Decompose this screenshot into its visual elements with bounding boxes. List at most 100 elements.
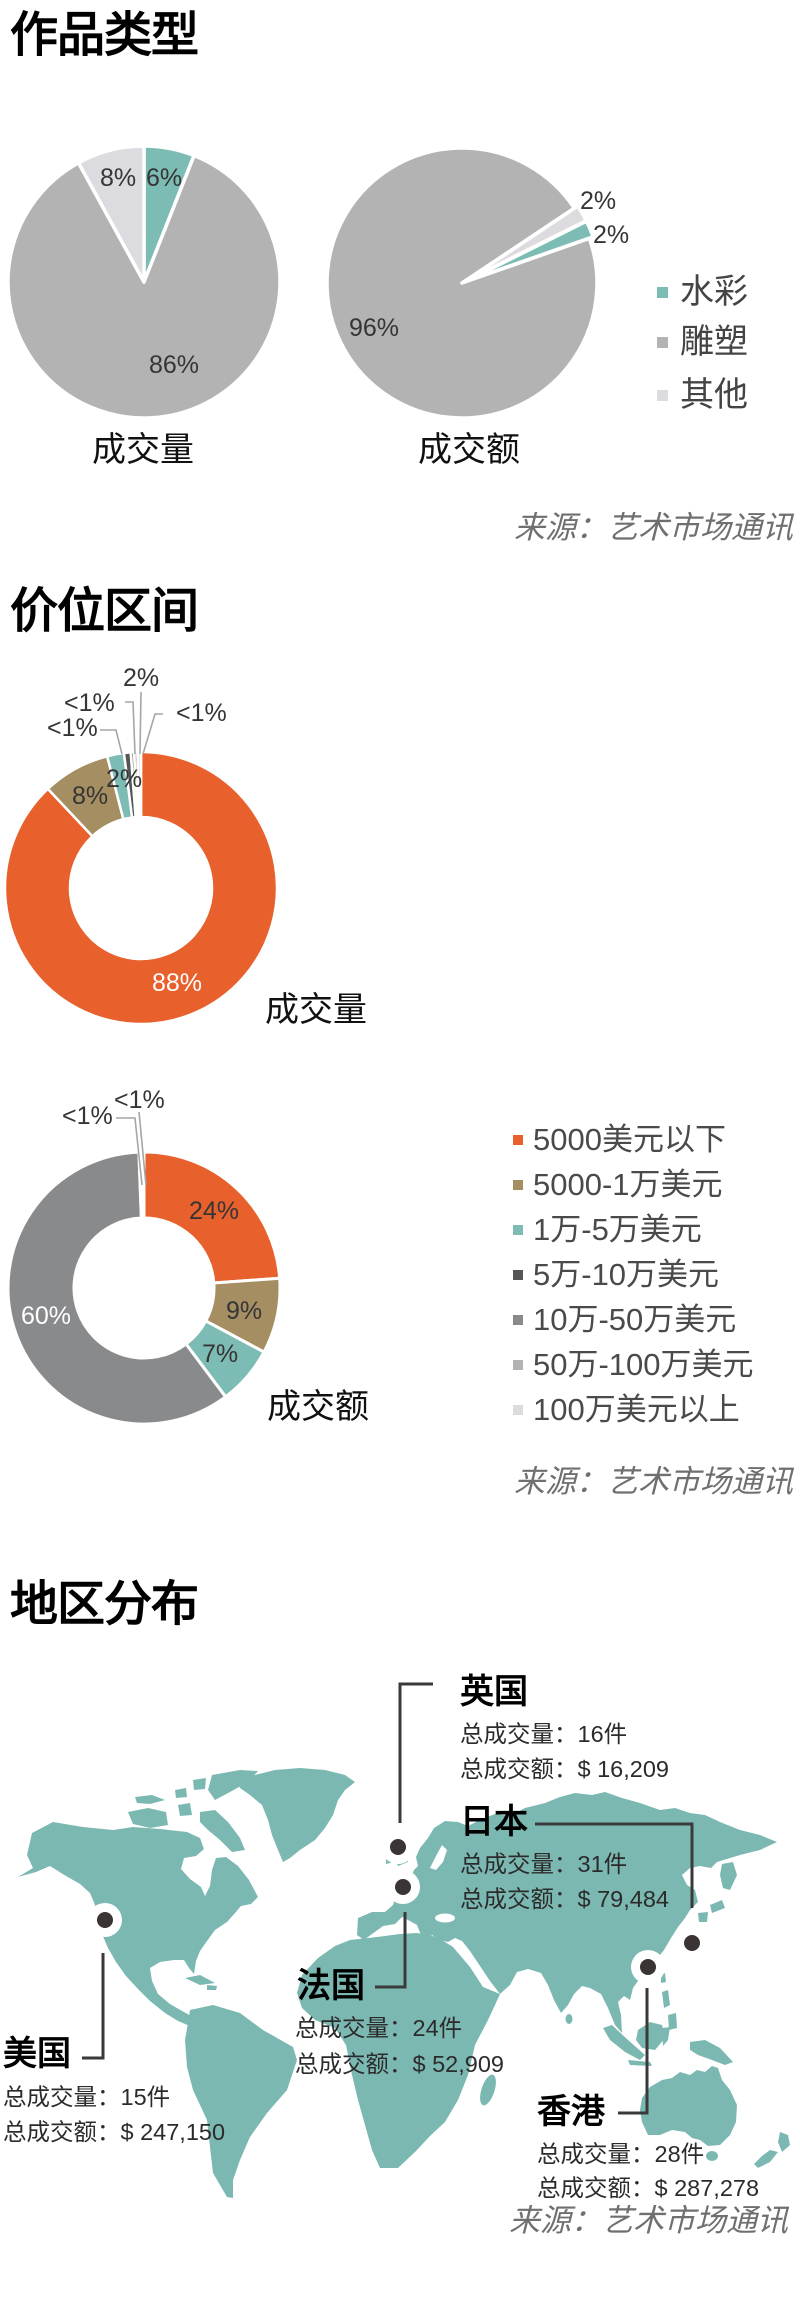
location-name: 香港	[537, 2093, 605, 2131]
legend-item-5000-10k: 5000-1万美元	[513, 1169, 723, 1200]
legend-swatch	[513, 1314, 523, 1325]
location-value: 总成交额：$ 16,209	[460, 1756, 669, 1782]
leader-line	[116, 1117, 143, 1186]
black-sea-shape	[435, 1913, 455, 1923]
north-america-shape	[18, 1822, 258, 2026]
source-note-price-range: 来源：艺术市场通讯	[514, 1464, 793, 1499]
legend-swatch	[513, 1269, 523, 1280]
donut-label-over-1m-volume: <1%	[176, 699, 227, 727]
legend-swatch	[657, 286, 668, 298]
location-name: 英国	[460, 1673, 528, 1711]
legend-label: 其他	[680, 376, 748, 414]
pie-label-sculpture-volume: 86%	[149, 351, 200, 379]
donut-label-100k-500k-volume: <1%	[64, 689, 115, 717]
legend-swatch	[513, 1179, 523, 1190]
legend-swatch	[657, 336, 668, 348]
location-name: 美国	[3, 2035, 71, 2073]
location-volume: 总成交量：28件	[537, 2141, 705, 2167]
france-location-dot[interactable]	[395, 1879, 411, 1895]
location-volume: 总成交量：15件	[3, 2084, 171, 2110]
location-value: 总成交额：$ 52,909	[295, 2051, 504, 2077]
legend-item-watercolor: 水彩	[657, 275, 748, 309]
donut-label-10k-50k-value: 7%	[202, 1340, 239, 1368]
hongkong-location-dot[interactable]	[640, 1959, 656, 1975]
east-asia-islands-shape	[661, 1862, 737, 2030]
leader-line	[125, 701, 136, 755]
legend-label: 水彩	[680, 273, 748, 311]
usa-location-dot[interactable]	[97, 1912, 113, 1928]
arctic-islands-shape	[128, 1770, 258, 1852]
legend-item-10k-50k: 1万-5万美元	[513, 1214, 702, 1245]
legend-swatch	[513, 1404, 523, 1415]
donut-leader-lines	[100, 691, 163, 1186]
donut-label-100k-500k-value: 60%	[21, 1302, 72, 1330]
new-zealand-shape	[754, 2132, 790, 2168]
chart-slice	[6, 153, 282, 420]
donut-label-50k-100k-volume: <1%	[47, 714, 98, 742]
legend-label: 1万-5万美元	[533, 1212, 702, 1247]
section-title-price-range: 价位区间	[10, 585, 199, 638]
location-volume: 总成交量：24件	[295, 2015, 463, 2041]
uk-location-dot[interactable]	[390, 1839, 406, 1855]
pie-label-sculpture-value: 96%	[349, 314, 400, 342]
donut-caption-volume: 成交量	[265, 991, 367, 1029]
map-water-details	[430, 1845, 455, 1923]
sri-lanka-shape	[565, 2014, 573, 2024]
uk-leader-line	[398, 1682, 433, 1823]
donut-label-over-1m-value: <1%	[114, 1086, 165, 1114]
south-america-shape	[185, 2005, 297, 2198]
legend-item-other: 其他	[657, 378, 748, 412]
location-value: 总成交额：$ 247,150	[3, 2119, 226, 2145]
location-volume: 总成交量：31件	[460, 1851, 628, 1877]
section-title-region: 地区分布	[10, 1578, 199, 1631]
chart-slice	[6, 1150, 228, 1426]
source-note-artwork-type: 来源：艺术市场通讯	[514, 510, 793, 545]
legend-label: 10万-50万美元	[533, 1302, 737, 1337]
legend-label: 5000美元以下	[533, 1122, 726, 1157]
legend-label: 100万美元以上	[533, 1392, 740, 1427]
leader-line	[100, 729, 123, 755]
chart-slice	[325, 146, 599, 420]
france-leader-line	[375, 1912, 407, 1989]
source-note-region: 来源：艺术市场通讯	[509, 2203, 788, 2238]
leader-line	[138, 1111, 147, 1186]
legend-swatch	[513, 1359, 523, 1370]
legend-item-under-5000: 5000美元以下	[513, 1124, 726, 1155]
chart-slice	[76, 144, 146, 284]
pie-caption-value: 成交额	[418, 431, 520, 469]
donut-label-5000-10k-value: 9%	[226, 1297, 263, 1325]
legend-item-500k-1m: 50万-100万美元	[513, 1349, 754, 1380]
location-value: 总成交额：$ 287,278	[537, 2175, 760, 2201]
australia-shape	[640, 2066, 737, 2146]
pie-caption-volume: 成交量	[92, 431, 194, 469]
map-location-dots	[88, 1830, 706, 1984]
location-value: 总成交额：$ 79,484	[460, 1886, 669, 1912]
donut-label-under-5000-value: 24%	[189, 1197, 240, 1225]
legend-label: 50万-100万美元	[533, 1347, 754, 1382]
legend-item-50k-100k: 5万-10万美元	[513, 1259, 719, 1290]
chart-slice	[142, 1150, 282, 1285]
donut-chart-price-volume	[3, 750, 279, 1026]
eurasia-shape	[357, 1792, 777, 2033]
caribbean-islands-shape	[185, 1975, 217, 1990]
donut-chart-price-value	[6, 1150, 282, 1426]
chart-slice	[136, 750, 143, 819]
leader-line	[142, 713, 163, 755]
donut-caption-value: 成交额	[267, 1388, 369, 1426]
legend-item-100k-500k: 10万-50万美元	[513, 1304, 736, 1335]
world-map	[18, 1768, 790, 2198]
maritime-southeast-asia-shape	[603, 2022, 733, 2066]
greenland-shape	[237, 1768, 355, 1862]
location-volume: 总成交量：16件	[460, 1721, 628, 1747]
legend-item-sculpture: 雕塑	[657, 325, 748, 359]
legend-label: 5000-1万美元	[533, 1167, 723, 1202]
legend-swatch	[513, 1224, 523, 1235]
leader-line	[139, 691, 142, 755]
pie-label-watercolor-volume: 6%	[146, 164, 183, 192]
africa-shape	[297, 1933, 500, 2168]
location-name: 法国	[297, 1967, 365, 2005]
donut-label-under-5000-volume: 88%	[152, 969, 203, 997]
japan-location-dot[interactable]	[684, 1935, 700, 1951]
chart-slice	[463, 204, 589, 283]
